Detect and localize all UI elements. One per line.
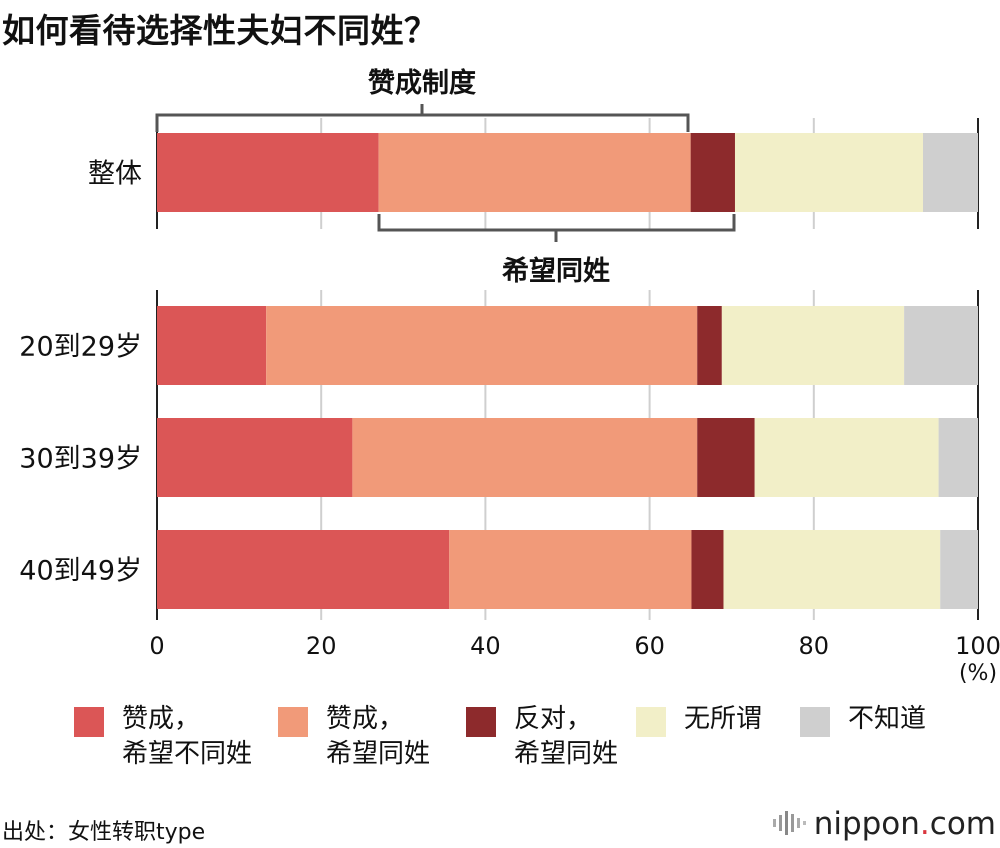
- brand-logo: nippon.com: [772, 806, 996, 842]
- bar-segment: [938, 418, 978, 497]
- brand-tld: com: [929, 806, 996, 842]
- x-tick-label: 60: [634, 632, 665, 660]
- bar-segment: [697, 418, 755, 497]
- chart-title: 如何看待选择性夫妇不同姓？: [2, 11, 438, 50]
- bar-segment: [904, 306, 978, 385]
- legend-swatch: [278, 707, 308, 737]
- bar-segment: [721, 306, 905, 385]
- bar-segment: [157, 306, 267, 385]
- x-tick-label: 80: [799, 632, 830, 660]
- category-labels: 整体 20到29岁 30到39岁 40到49岁: [19, 159, 142, 587]
- bar-segment: [940, 530, 978, 609]
- bar-segment: [922, 133, 978, 212]
- bar-segment: [734, 133, 923, 212]
- legend-label: 赞成， 希望同姓: [326, 704, 431, 769]
- bars: [157, 133, 978, 609]
- x-tick-label: 0: [149, 632, 164, 660]
- legend-swatch: [466, 707, 496, 737]
- legend-swatch: [800, 707, 830, 737]
- bar-segment: [378, 133, 691, 212]
- x-tick-label: 20: [306, 632, 337, 660]
- category-label: 40到49岁: [19, 556, 142, 587]
- bar-segment: [352, 418, 698, 497]
- brand-dot: .: [919, 806, 930, 842]
- bar-segment: [754, 418, 939, 497]
- bar-segment: [266, 306, 698, 385]
- bracket-top-line: [155, 104, 690, 132]
- bar-segment: [697, 306, 722, 385]
- x-unit-label: (%): [959, 661, 997, 686]
- x-tick-label: 40: [470, 632, 501, 660]
- brackets: 赞成制度 希望同姓: [155, 67, 736, 287]
- source-note: 出处：女性转职type: [2, 820, 206, 845]
- bar-segment: [157, 133, 379, 212]
- brand-main: nippon: [813, 806, 920, 842]
- category-label: 整体: [88, 159, 142, 190]
- stacked-bar-chart: 0 20 40 60 80 100(%) 整体 20到29岁 30到39岁 40到49岁 赞成制…: [19, 67, 1000, 686]
- bar-segment: [723, 530, 941, 609]
- x-axis: 0 20 40 60 80 100(%): [149, 632, 1000, 686]
- bracket-top-label: 赞成制度: [368, 67, 476, 99]
- category-label: 30到39岁: [19, 444, 142, 475]
- bar-segment: [690, 133, 735, 212]
- bar-segment: [157, 530, 450, 609]
- legend-swatch: [636, 707, 666, 737]
- bar-segment: [449, 530, 692, 609]
- legend-label: 赞成， 希望不同姓: [122, 704, 253, 769]
- category-label: 20到29岁: [19, 332, 142, 363]
- legend-swatch: [74, 707, 104, 737]
- bar-segment: [691, 530, 724, 609]
- legend-label: 无所谓: [684, 704, 763, 734]
- legend-label: 反对， 希望同姓: [514, 704, 619, 769]
- bracket-bottom-label: 希望同姓: [502, 256, 610, 287]
- bracket-bottom-line: [377, 214, 736, 242]
- brand-mark-icon: [772, 811, 806, 835]
- legend-label: 不知道: [848, 704, 927, 734]
- bar-segment: [157, 418, 353, 497]
- x-tick-label: 100: [955, 632, 1000, 660]
- legend: 赞成， 希望不同姓 赞成， 希望同姓 反对， 希望同姓 无所谓 不知道: [0, 700, 1000, 780]
